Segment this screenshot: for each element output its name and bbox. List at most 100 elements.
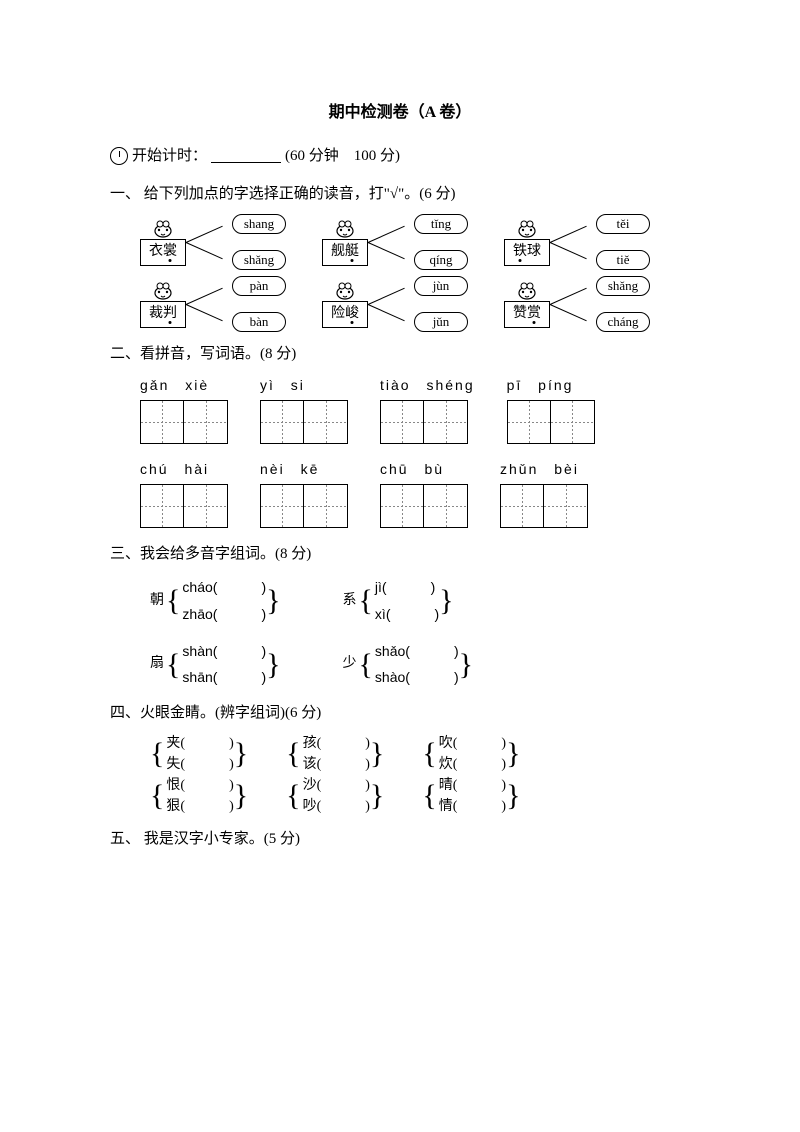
timer-duration: (60 分钟 100 分) <box>285 144 400 168</box>
brace-icon: } <box>370 782 384 809</box>
pinyin-label: chū bù <box>380 458 444 480</box>
pinyin-option[interactable]: těi <box>596 214 650 234</box>
brace-icon: } <box>266 587 280 614</box>
pinyin-option[interactable]: shǎng <box>232 250 286 270</box>
tianzige-cell[interactable] <box>551 400 595 444</box>
bee-icon <box>330 217 360 239</box>
q3-container: 朝 { cháo() zhāo() } 系 { jì() xì() } 扇 { … <box>150 574 690 690</box>
tianzige-cell[interactable] <box>140 484 184 528</box>
tianzige-cell[interactable] <box>500 484 544 528</box>
bee-icon <box>512 217 542 239</box>
brace-icon: } <box>439 587 453 614</box>
brace-icon: } <box>459 651 473 678</box>
polyphone-hanzi: 系 <box>343 588 357 615</box>
timer-blank[interactable] <box>211 148 281 163</box>
word-box: 赞赏 <box>504 301 550 327</box>
pinyin-label: gǎn xiè <box>140 374 209 396</box>
timer-prefix: 开始计时： <box>132 144 207 168</box>
pinyin-option[interactable]: qíng <box>414 250 468 270</box>
pinyin-label: pī píng <box>507 374 574 396</box>
q1-item: 衣裳 shang shǎng <box>140 214 286 270</box>
tianzige-cell[interactable] <box>140 400 184 444</box>
tianzige-cell[interactable] <box>380 400 424 444</box>
pinyin-label: yì si <box>260 374 305 396</box>
pinyin-label: nèi kē <box>260 458 319 480</box>
q1-container: 衣裳 shang shǎng 舰艇 tǐng qíng <box>140 214 690 332</box>
q2-item: zhǔn bèi <box>500 458 588 528</box>
q1-item: 铁球 těi tiě <box>504 214 650 270</box>
tianzige-cell[interactable] <box>260 484 304 528</box>
tianzige-cell[interactable] <box>304 484 348 528</box>
word-box: 衣裳 <box>140 239 186 265</box>
polyphone-group: 扇 { shàn() shān() } <box>150 638 283 691</box>
q2-item: tiào shéng <box>380 374 475 444</box>
q1-item: 险峻 jùn jǔn <box>322 276 468 332</box>
tianzige-cell[interactable] <box>184 484 228 528</box>
brace-icon: { <box>359 587 373 614</box>
tianzige-cell[interactable] <box>380 484 424 528</box>
pinyin-label: tiào shéng <box>380 374 475 396</box>
tianzige-cell[interactable] <box>304 400 348 444</box>
tianzige-cell[interactable] <box>424 400 468 444</box>
brace-icon: { <box>422 782 436 809</box>
tianzige-cell[interactable] <box>184 400 228 444</box>
q1-item: 舰艇 tǐng qíng <box>322 214 468 270</box>
char-pair-group: { 夹() 失() } <box>150 733 250 775</box>
brace-icon: { <box>422 740 436 767</box>
pinyin-option[interactable]: bàn <box>232 312 286 332</box>
bee-icon <box>148 217 178 239</box>
page-title: 期中检测卷（A 卷） <box>110 100 690 126</box>
pinyin-label: chú hài <box>140 458 209 480</box>
tianzige-cell[interactable] <box>544 484 588 528</box>
tianzige-cell[interactable] <box>424 484 468 528</box>
tianzige-cell[interactable] <box>507 400 551 444</box>
word-box: 舰艇 <box>322 239 368 265</box>
pinyin-option[interactable]: jǔn <box>414 312 468 332</box>
q5-heading: 五、 我是汉字小专家。(5 分) <box>110 827 690 851</box>
pinyin-option[interactable]: jùn <box>414 276 468 296</box>
pinyin-option[interactable]: tiě <box>596 250 650 270</box>
brace-icon: } <box>234 782 248 809</box>
q2-item: chū bù <box>380 458 468 528</box>
tianzige-cell[interactable] <box>260 400 304 444</box>
brace-icon: { <box>286 782 300 809</box>
polyphone-hanzi: 扇 <box>150 651 164 678</box>
word-box: 险峻 <box>322 301 368 327</box>
pinyin-option[interactable]: shǎng <box>596 276 650 296</box>
brace-icon: { <box>286 740 300 767</box>
bee-icon <box>330 279 360 301</box>
polyphone-hanzi: 朝 <box>150 588 164 615</box>
bee-icon <box>512 279 542 301</box>
char-pair-group: { 孩() 该() } <box>286 733 386 775</box>
q1-item: 裁判 pàn bàn <box>140 276 286 332</box>
clock-icon <box>110 147 128 165</box>
char-pair-group: { 晴() 情() } <box>422 775 522 817</box>
timer-line: 开始计时： (60 分钟 100 分) <box>110 144 690 168</box>
brace-icon: { <box>166 651 180 678</box>
q2-item: pī píng <box>507 374 595 444</box>
brace-icon: } <box>506 782 520 809</box>
pinyin-option[interactable]: tǐng <box>414 214 468 234</box>
char-pair-group: { 恨() 狠() } <box>150 775 250 817</box>
char-pair-group: { 吹() 炊() } <box>422 733 522 775</box>
q2-heading: 二、看拼音，写词语。(8 分) <box>110 342 690 366</box>
brace-icon: { <box>166 587 180 614</box>
word-box: 铁球 <box>504 239 550 265</box>
q4-heading: 四、火眼金睛。(辨字组词)(6 分) <box>110 701 690 725</box>
word-box: 裁判 <box>140 301 186 327</box>
pinyin-option[interactable]: cháng <box>596 312 650 332</box>
q2-item: gǎn xiè <box>140 374 228 444</box>
polyphone-group: 朝 { cháo() zhāo() } <box>150 574 283 627</box>
brace-icon: { <box>150 740 164 767</box>
polyphone-hanzi: 少 <box>343 651 357 678</box>
brace-icon: } <box>234 740 248 767</box>
q1-heading: 一、 给下列加点的字选择正确的读音，打"√"。(6 分) <box>110 182 690 206</box>
pinyin-option[interactable]: pàn <box>232 276 286 296</box>
pinyin-option[interactable]: shang <box>232 214 286 234</box>
brace-icon: { <box>359 651 373 678</box>
q1-item: 赞赏 shǎng cháng <box>504 276 650 332</box>
brace-icon: { <box>150 782 164 809</box>
q2-container: gǎn xiè yì si tiào shéng pī píng chú hài… <box>140 374 690 529</box>
brace-icon: } <box>266 651 280 678</box>
polyphone-group: 少 { shǎo() shào() } <box>343 638 476 691</box>
